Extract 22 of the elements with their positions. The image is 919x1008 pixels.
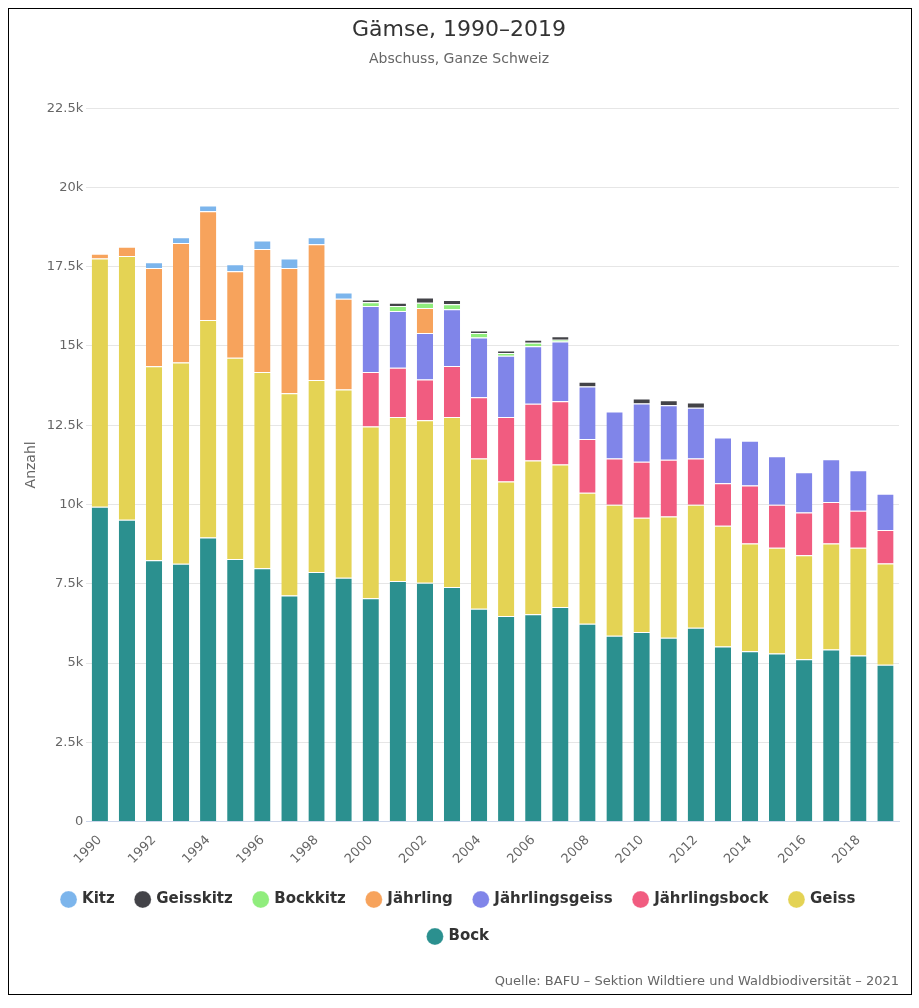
- y-tick-label: 12.5k: [46, 416, 84, 432]
- y-tick-label: 2.5k: [55, 733, 84, 749]
- y-tick-label: 22.5k: [46, 99, 84, 115]
- legend-label: Bockkitz: [274, 889, 347, 908]
- y-tick-label: 15k: [59, 337, 84, 353]
- y-tick-label: 7.5k: [55, 575, 84, 591]
- chart-title: Gämse, 1990–2019: [352, 15, 566, 41]
- chart-subtitle: Abschuss, Ganze Schweiz: [368, 50, 550, 67]
- legend-label: Geiss: [809, 889, 856, 908]
- y-tick-label: 0: [74, 812, 84, 828]
- legend-label: Jährlingsbock: [653, 889, 770, 908]
- y-tick-label: 5k: [67, 654, 84, 670]
- y-tick-label: 10k: [59, 495, 84, 511]
- source-note: Quelle: BAFU – Sektion Wildtiere und Waldbiodiversität – 2021: [494, 972, 899, 988]
- legend-label: Geisskitz: [156, 889, 233, 908]
- legend-label: Jährling: [386, 889, 453, 908]
- y-tick-label: 20k: [59, 178, 84, 194]
- legend-label: Bock: [448, 926, 491, 945]
- legend-label: Kitz: [82, 889, 115, 908]
- legend-label: Jährlingsgeiss: [493, 889, 613, 908]
- y-tick-label: 17.5k: [46, 258, 84, 274]
- y-axis-title: Anzahl: [22, 441, 39, 489]
